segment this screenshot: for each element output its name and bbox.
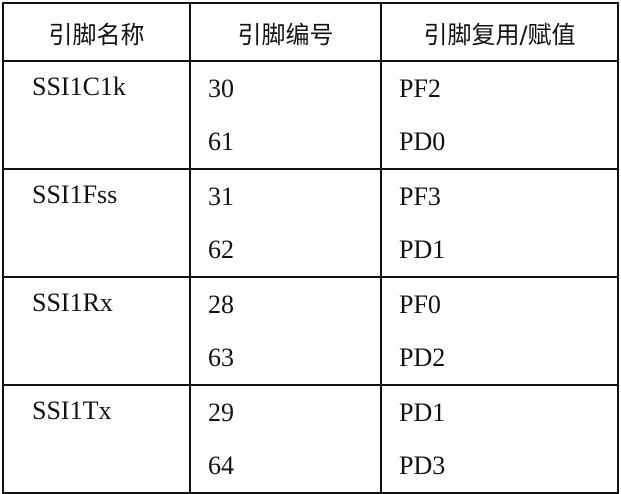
pin-mux-cell: PD3 <box>380 439 619 494</box>
pin-mux-cell: PD1 <box>380 223 619 278</box>
pin-number-cell: 63 <box>189 331 382 386</box>
header-row: 引脚名称 引脚编号 引脚复用/赋值 <box>2 2 619 62</box>
pin-number-cell: 31 <box>189 168 382 223</box>
pin-mux-cell: PD2 <box>380 331 619 386</box>
pin-number-cell: 61 <box>189 115 382 170</box>
pin-name-cell: SSI1Tx <box>2 384 191 494</box>
pin-mux-cell: PD1 <box>380 384 619 439</box>
pin-mux-cell: PD0 <box>380 115 619 170</box>
pin-name-cell: SSI1C1k <box>2 60 191 170</box>
table-row: 61 PD0 <box>3 115 619 170</box>
table-row: SSI1Rx 28 PF0 <box>2 276 619 386</box>
pin-mux-cell: PF2 <box>380 60 619 115</box>
pin-number-cell: 62 <box>189 223 382 278</box>
pin-mux-cell: PF0 <box>380 276 619 331</box>
header-pin-name: 引脚名称 <box>2 2 191 62</box>
table-row: SSI1Tx 29 PD1 <box>2 384 619 494</box>
table-row: SSI1Fss 31 PF3 <box>2 168 619 278</box>
pin-number-cell: 30 <box>189 60 382 115</box>
pin-number-cell: 28 <box>189 276 382 331</box>
pin-name-cell: SSI1Fss <box>2 168 191 278</box>
pin-number-cell: 29 <box>189 384 382 439</box>
pin-mux-cell: PF3 <box>380 168 619 223</box>
pin-name-cell: SSI1Rx <box>2 276 191 386</box>
header-pin-mux: 引脚复用/赋值 <box>380 2 619 62</box>
header-pin-number: 引脚编号 <box>189 2 382 62</box>
table-row: 62 PD1 <box>3 223 619 278</box>
table-row: SSI1C1k 30 PF2 <box>2 60 619 170</box>
pin-number-cell: 64 <box>189 439 382 494</box>
table-row: 63 PD2 <box>3 331 619 386</box>
